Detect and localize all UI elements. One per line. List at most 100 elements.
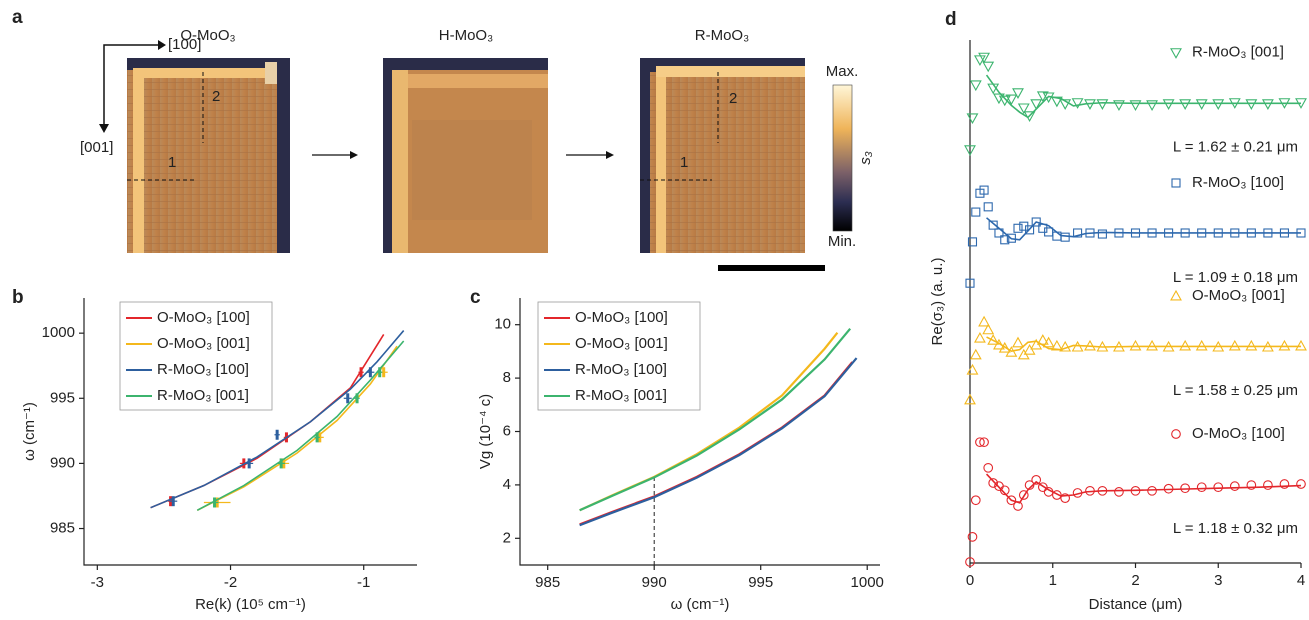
x-tick-label: 990 bbox=[642, 574, 667, 591]
image-h bbox=[383, 58, 548, 253]
data-point bbox=[1230, 228, 1240, 238]
data-point bbox=[1005, 94, 1018, 106]
x-tick-label: 2 bbox=[1131, 572, 1139, 589]
data-point bbox=[1195, 99, 1208, 110]
x-tick-label: 3 bbox=[1214, 572, 1222, 589]
data-point bbox=[1278, 339, 1291, 351]
data-point bbox=[1246, 228, 1256, 238]
data-point bbox=[966, 363, 979, 375]
cut-label: 2 bbox=[212, 88, 220, 105]
panel-label: b bbox=[12, 287, 24, 308]
data-point bbox=[359, 367, 363, 378]
data-point bbox=[965, 278, 975, 288]
data-point bbox=[1071, 340, 1084, 352]
decay-label: L = 1.18 ± 0.32 μm bbox=[1173, 520, 1298, 537]
data-point bbox=[1246, 480, 1257, 490]
cut-label: 2 bbox=[729, 90, 737, 107]
y-tick-label: 2 bbox=[503, 529, 511, 546]
data-point bbox=[1031, 217, 1041, 227]
data-point bbox=[1130, 228, 1141, 238]
data-point bbox=[973, 331, 986, 343]
data-point bbox=[998, 341, 1011, 353]
data-point bbox=[1129, 339, 1142, 351]
data-point bbox=[1030, 99, 1043, 110]
legend-label: O-MoO₃ [100] bbox=[157, 309, 250, 326]
x-tick-label: 995 bbox=[748, 574, 773, 591]
data-point bbox=[993, 338, 1005, 350]
data-point bbox=[966, 113, 979, 125]
legend-label: O-MoO₃ [001] bbox=[575, 335, 668, 352]
data-point bbox=[1114, 487, 1124, 497]
data-point bbox=[1295, 339, 1307, 351]
x-tick-label: -2 bbox=[224, 574, 237, 591]
cut-label: 1 bbox=[168, 154, 176, 171]
data-point bbox=[969, 80, 982, 92]
data-point bbox=[998, 95, 1011, 107]
data-point bbox=[1195, 339, 1208, 351]
data-point bbox=[1024, 480, 1035, 490]
data-point bbox=[1279, 228, 1289, 238]
axis-line bbox=[519, 298, 880, 566]
axis-label: [001] bbox=[80, 139, 113, 156]
fit-line bbox=[150, 330, 405, 509]
y-axis-label: Vg (10⁻⁴ c) bbox=[477, 394, 494, 469]
data-point bbox=[1043, 487, 1054, 497]
data-point bbox=[1085, 228, 1095, 238]
data-point bbox=[967, 531, 978, 542]
data-point bbox=[983, 202, 993, 212]
data-point bbox=[1295, 98, 1307, 109]
data-point bbox=[171, 496, 175, 507]
data-point bbox=[1146, 100, 1158, 111]
data-point bbox=[1084, 99, 1096, 110]
data-point bbox=[979, 437, 989, 448]
data-point bbox=[1031, 474, 1042, 485]
data-point bbox=[1113, 100, 1125, 111]
data-point bbox=[1050, 96, 1063, 108]
legend-label: O-MoO₃ [001] bbox=[1192, 287, 1285, 304]
data-point bbox=[1060, 493, 1071, 503]
data-point bbox=[979, 185, 989, 195]
data-point bbox=[1229, 481, 1240, 491]
y-tick-label: 995 bbox=[50, 389, 75, 406]
data-point bbox=[382, 367, 386, 378]
data-point bbox=[1084, 339, 1096, 351]
y-tick-label: 1000 bbox=[42, 324, 75, 341]
data-point bbox=[1000, 235, 1010, 245]
x-tick-label: 4 bbox=[1297, 572, 1305, 589]
data-point bbox=[1025, 225, 1035, 235]
x-tick-label: 0 bbox=[966, 572, 974, 589]
axis-line bbox=[83, 298, 417, 566]
data-point bbox=[1097, 485, 1108, 496]
data-point bbox=[965, 557, 975, 567]
data-point bbox=[1245, 99, 1258, 110]
data-point bbox=[1179, 339, 1192, 351]
data-point bbox=[1296, 479, 1306, 489]
data-point bbox=[1179, 99, 1192, 110]
data-point bbox=[275, 429, 279, 440]
legend-label: R-MoO₃ [001] bbox=[1192, 44, 1284, 61]
colorbar-label: s₃ bbox=[857, 151, 874, 165]
legend-box bbox=[537, 301, 701, 411]
data-point bbox=[1060, 232, 1070, 242]
x-tick-label: 1 bbox=[1049, 572, 1057, 589]
data-point bbox=[1050, 339, 1063, 351]
colorbar-min: Min. bbox=[828, 233, 856, 250]
colorbar bbox=[832, 84, 853, 232]
image-title: O-MoO₃ bbox=[180, 27, 235, 44]
data-point bbox=[378, 367, 382, 378]
data-point bbox=[1072, 488, 1083, 498]
data-point bbox=[1017, 103, 1030, 115]
cut-label: 1 bbox=[680, 154, 688, 171]
data-point bbox=[1163, 483, 1174, 494]
x-tick-label: -3 bbox=[91, 574, 104, 591]
image-r bbox=[640, 58, 805, 253]
data-point bbox=[1013, 501, 1023, 511]
legend-marker bbox=[1171, 429, 1181, 439]
data-point bbox=[1023, 111, 1036, 122]
data-point bbox=[987, 83, 1000, 95]
x-axis-label: Re(k) (10⁵ cm⁻¹) bbox=[195, 596, 306, 613]
data-point bbox=[1261, 340, 1274, 352]
data-point bbox=[1012, 336, 1024, 348]
data-point bbox=[1212, 99, 1225, 110]
y-tick-label: 4 bbox=[503, 476, 511, 493]
